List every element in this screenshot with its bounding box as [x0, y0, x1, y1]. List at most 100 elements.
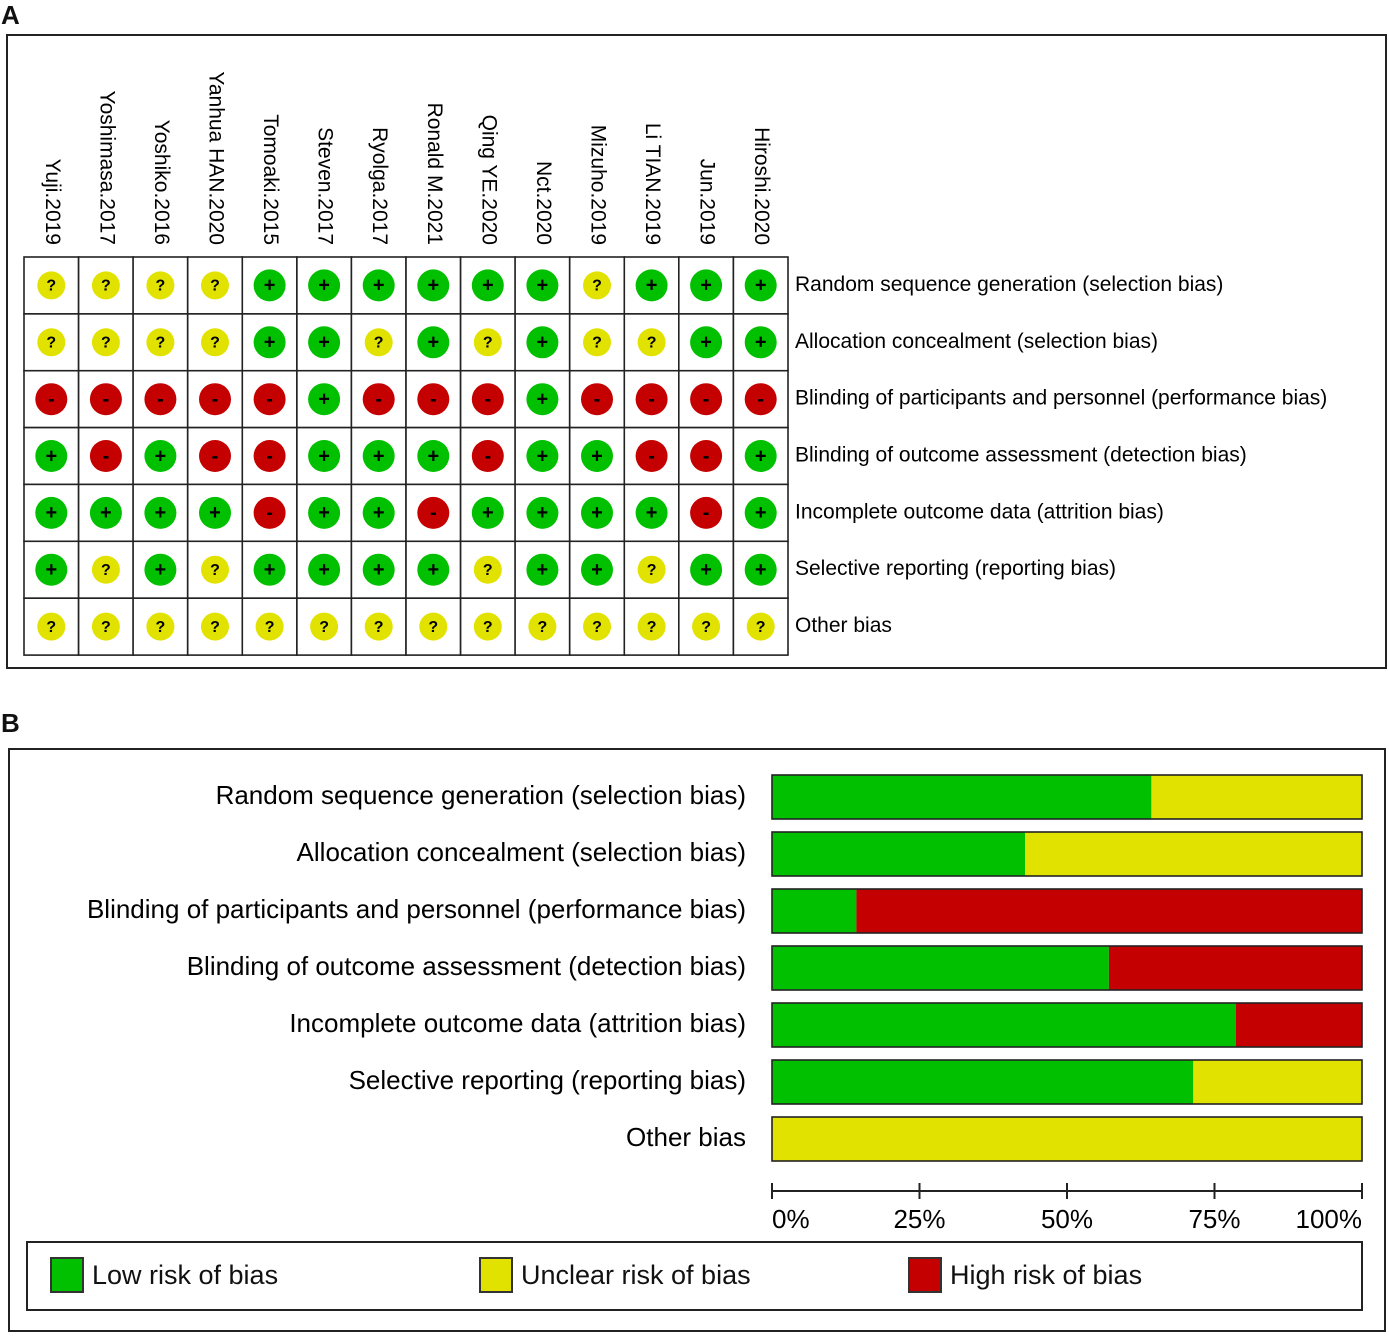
judgment-symbol: + [264, 275, 276, 297]
bar-segment-unclear [1025, 832, 1362, 876]
study-label: Yanhua HAN.2020 [204, 71, 227, 245]
judgment-symbol: + [373, 275, 385, 297]
judgment-symbol: ? [592, 619, 602, 636]
judgment-unclear-mark [310, 612, 339, 641]
judgment-symbol: ? [592, 335, 602, 352]
judgment-symbol: - [484, 388, 491, 410]
bar-segment-low [772, 775, 1152, 819]
judgment-symbol: + [155, 502, 167, 524]
judgment-low-mark [526, 383, 559, 416]
legend-item-high: High risk of bias [908, 1257, 1142, 1293]
category-label: Blinding of outcome assessment (detectio… [187, 951, 746, 981]
bar-outline [771, 831, 1363, 877]
summary-cell [241, 597, 298, 656]
judgment-symbol: + [646, 275, 658, 297]
judgment-symbol: + [700, 559, 712, 581]
judgment-low-mark [744, 496, 777, 529]
judgment-low-mark [526, 496, 559, 529]
bar-segment-unclear [1193, 1060, 1362, 1104]
legend-label-unclear: Unclear risk of bias [521, 1259, 751, 1290]
judgment-high-mark [253, 440, 286, 472]
judgment-low-mark [308, 383, 341, 416]
judgment-low-mark [35, 553, 68, 586]
judgment-low-mark [308, 553, 341, 586]
legend: Low risk of bias Unclear risk of bias Hi… [26, 1241, 1363, 1311]
judgment-symbol: + [537, 275, 549, 297]
judgment-symbol: ? [483, 619, 493, 636]
bar-outline [771, 774, 1363, 820]
judgment-symbol: ? [101, 619, 111, 636]
judgment-symbol: ? [647, 335, 657, 352]
judgment-low-mark [199, 496, 231, 529]
judgment-low-mark [35, 440, 68, 472]
judgment-high-mark [471, 440, 504, 472]
bar-segment-unclear [772, 1117, 1362, 1161]
judgment-low-mark [144, 553, 177, 586]
study-label: Nct.2020 [532, 161, 555, 245]
legend-swatch-unclear [479, 1257, 513, 1293]
study-label: Ronald M.2021 [423, 103, 446, 245]
judgment-symbol: + [537, 388, 549, 410]
x-tick-label: 0% [772, 1204, 810, 1234]
judgment-symbol: ? [210, 619, 220, 636]
judgment-high-mark [471, 383, 504, 416]
judgment-unclear-mark [201, 328, 229, 357]
judgment-low-mark [526, 440, 559, 472]
judgment-unclear-mark [201, 612, 229, 641]
judgment-low-mark [581, 496, 613, 529]
bar-outline [771, 1116, 1363, 1162]
judgment-unclear-mark [583, 271, 611, 300]
judgment-symbol: ? [101, 562, 111, 579]
domain-label: Blinding of participants and personnel (… [795, 387, 1327, 410]
judgment-symbol: ? [101, 335, 111, 352]
judgment-low-mark [362, 440, 395, 472]
legend-swatch-high [908, 1257, 942, 1293]
judgment-symbol: ? [156, 619, 166, 636]
judgment-unclear-mark [146, 271, 175, 300]
judgment-low-mark [526, 326, 559, 359]
judgment-low-mark [308, 269, 341, 302]
bar-segment-high [856, 889, 1362, 933]
judgment-symbol: + [537, 332, 549, 354]
judgment-symbol: + [45, 559, 57, 581]
judgment-symbol: + [591, 502, 603, 524]
judgment-high-mark [362, 383, 395, 416]
judgment-symbol: - [266, 445, 273, 467]
judgment-low-mark [89, 496, 122, 529]
judgment-high-mark [635, 383, 668, 416]
judgment-symbol: ? [483, 562, 493, 579]
judgment-unclear-mark [364, 612, 393, 641]
judgment-unclear-mark [583, 328, 611, 357]
judgment-unclear-mark [583, 612, 611, 641]
judgment-symbol: ? [538, 619, 548, 636]
study-label: Yoshimasa.2017 [95, 90, 118, 245]
bar-segment-unclear [1151, 775, 1362, 819]
judgment-unclear-mark [37, 612, 66, 641]
judgment-unclear-mark [201, 271, 229, 300]
legend-label-high: High risk of bias [950, 1259, 1143, 1290]
judgment-symbol: + [537, 559, 549, 581]
judgment-symbol: + [373, 502, 385, 524]
domain-label: Incomplete outcome data (attrition bias) [795, 500, 1164, 523]
judgment-unclear-mark [146, 612, 175, 641]
judgment-symbol: + [318, 445, 330, 467]
judgment-unclear-mark [91, 328, 120, 357]
judgment-symbol: ? [101, 278, 111, 295]
x-tick-label: 50% [1041, 1204, 1093, 1234]
judgment-unclear-mark [146, 328, 175, 357]
domain-label: Blinding of outcome assessment (detectio… [795, 444, 1247, 467]
judgment-low-mark [362, 269, 395, 302]
summary-cell [732, 313, 789, 372]
judgment-low-mark [144, 496, 177, 529]
judgment-symbol: + [537, 502, 549, 524]
judgment-unclear-mark [637, 612, 666, 641]
bar-outline [771, 945, 1363, 991]
study-label: Yuji.2019 [41, 159, 64, 245]
judgment-low-mark [35, 496, 68, 529]
panel-b-label: B [1, 708, 20, 738]
judgment-low-mark [744, 269, 777, 302]
judgment-unclear-mark [473, 612, 502, 641]
judgment-symbol: - [266, 388, 273, 410]
judgment-low-mark [581, 440, 613, 472]
judgment-low-mark [744, 553, 777, 586]
